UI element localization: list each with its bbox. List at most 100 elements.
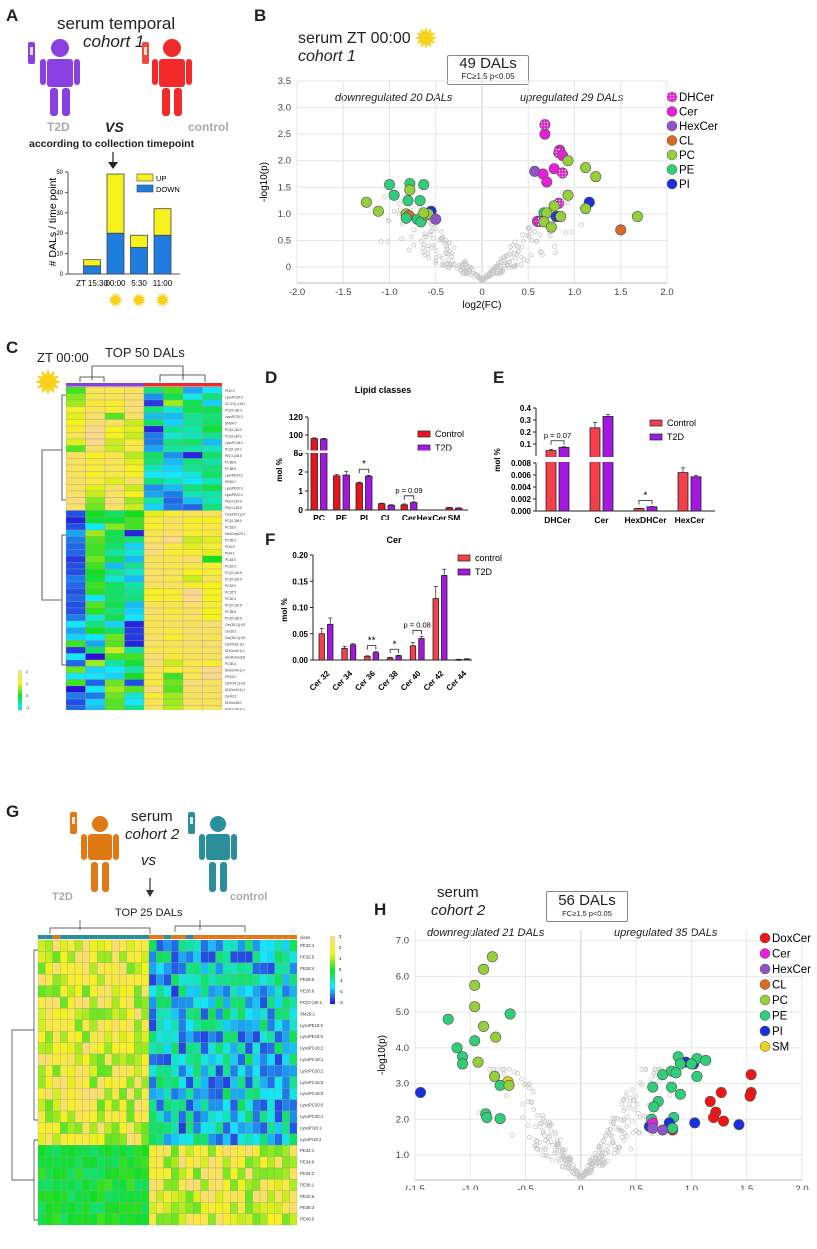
x-tick-label: Cer 40 xyxy=(399,669,423,693)
heatmap-cell xyxy=(148,962,157,975)
panel-label-f: F xyxy=(265,530,276,549)
heatmap-cell xyxy=(163,458,184,466)
bar-t2d xyxy=(342,474,350,511)
heatmap-cell xyxy=(202,581,223,589)
heatmap-cell xyxy=(208,1019,216,1032)
heatmap-cell xyxy=(119,1053,127,1066)
legend-label: PC xyxy=(679,150,695,162)
nonsignificant-point xyxy=(589,1166,595,1171)
heatmap-cell xyxy=(230,1133,238,1146)
heatmap-cell xyxy=(267,1031,275,1043)
heatmap-cell xyxy=(156,1008,164,1020)
heatmap-cell xyxy=(163,549,184,557)
y-tick-label: 1.0 xyxy=(396,1150,409,1161)
panel-label-h: H xyxy=(374,900,387,919)
heatmap-cell xyxy=(156,1110,164,1123)
nonsignificant-point xyxy=(397,201,402,206)
heatmap-cell xyxy=(134,1065,142,1077)
heatmap-cell xyxy=(171,1042,179,1055)
heatmap-cell xyxy=(104,666,125,674)
legend-marker xyxy=(759,948,771,959)
nonsignificant-point xyxy=(620,1096,626,1102)
heatmap-cell xyxy=(134,1167,142,1180)
heatmap-cell xyxy=(208,1053,216,1066)
heatmap-cell xyxy=(200,1202,209,1214)
heatmap-cell xyxy=(267,1167,275,1180)
heatmap-cell xyxy=(143,614,164,622)
heatmap-cell xyxy=(134,974,142,986)
heatmap-cell xyxy=(104,685,125,693)
panel-h-title: serum xyxy=(437,884,479,901)
point-pe xyxy=(457,1058,469,1070)
nonsignificant-point xyxy=(525,1122,531,1128)
heatmap-cell xyxy=(252,1088,261,1100)
heatmap-cell xyxy=(52,1076,61,1089)
heatmap-cell xyxy=(134,985,142,998)
heatmap-cell xyxy=(124,672,145,680)
t2d-person-icon xyxy=(70,812,119,892)
nonsignificant-point xyxy=(622,1131,628,1136)
class-bar-cell xyxy=(252,935,260,939)
heatmap-cell xyxy=(222,1213,231,1226)
heatmap-cell xyxy=(85,451,106,459)
nonsignificant-point xyxy=(624,1123,630,1129)
vs-label: vs xyxy=(141,852,156,869)
heatmap-cell xyxy=(141,1031,150,1043)
legend-marker xyxy=(666,106,678,117)
heatmap-cell xyxy=(163,627,184,635)
point-pe xyxy=(402,195,414,207)
heatmap-cell xyxy=(65,510,86,518)
y-tick-label: 2.0 xyxy=(278,156,291,167)
heatmap-cell xyxy=(65,698,86,706)
row-label: PE36:1 xyxy=(225,480,236,484)
heatmap-cell xyxy=(237,1202,246,1214)
heatmap-cell xyxy=(230,1190,238,1203)
nonsignificant-point xyxy=(439,262,445,267)
heatmap-cell xyxy=(171,962,179,975)
heatmap-cell xyxy=(52,1042,61,1055)
heatmap-cell xyxy=(182,666,203,674)
heatmap-cell xyxy=(124,406,145,414)
row-label: PC(O-)36:0 xyxy=(225,519,242,523)
heatmap-cell xyxy=(163,1190,172,1203)
heatmap-cell xyxy=(148,939,157,952)
row-label: PI34:0 xyxy=(225,545,235,549)
heatmap-cell xyxy=(37,1042,46,1055)
heatmap-cell xyxy=(97,1202,105,1214)
heatmap-cell xyxy=(60,1019,68,1032)
heatmap-cell xyxy=(230,1019,238,1032)
x-tick-label: Cer 42 xyxy=(422,669,446,693)
color-legend: 210-1-2 xyxy=(18,670,29,710)
heatmap-cell xyxy=(45,985,53,998)
heatmap-cell xyxy=(230,1213,238,1226)
heatmap-cell xyxy=(52,1099,61,1112)
nonsignificant-point xyxy=(455,266,461,271)
heatmap-cell xyxy=(124,477,145,485)
y-tick-label: 2.0 xyxy=(396,1114,409,1125)
heatmap-cell xyxy=(237,974,246,986)
heatmap-cell xyxy=(182,568,203,576)
nonsignificant-point xyxy=(605,1143,611,1149)
heatmap-cell xyxy=(143,588,164,596)
heatmap-cell xyxy=(182,672,203,680)
heatmap-cell xyxy=(200,1167,209,1180)
heatmap-cell xyxy=(74,1145,83,1157)
heatmap-cell xyxy=(89,1008,98,1020)
legend-gradient-step xyxy=(330,966,335,969)
heatmap-cell xyxy=(104,1053,113,1066)
nonsignificant-point xyxy=(495,262,501,268)
heatmap-cell xyxy=(171,1167,179,1180)
heatmap-cell xyxy=(37,939,46,952)
heatmap-cell xyxy=(85,594,106,602)
heatmap-cell xyxy=(45,951,53,963)
heatmap-cell xyxy=(282,939,290,952)
heatmap-cell xyxy=(182,607,203,615)
heatmap-cell xyxy=(74,1167,83,1180)
heatmap-cell xyxy=(104,1110,113,1123)
row-label: PC(O-)34:1 xyxy=(225,448,242,452)
heatmap-cell xyxy=(237,1099,246,1112)
heatmap-cell xyxy=(267,985,275,998)
heatmap-cell xyxy=(104,1190,113,1203)
legend-gradient-step xyxy=(18,676,22,679)
